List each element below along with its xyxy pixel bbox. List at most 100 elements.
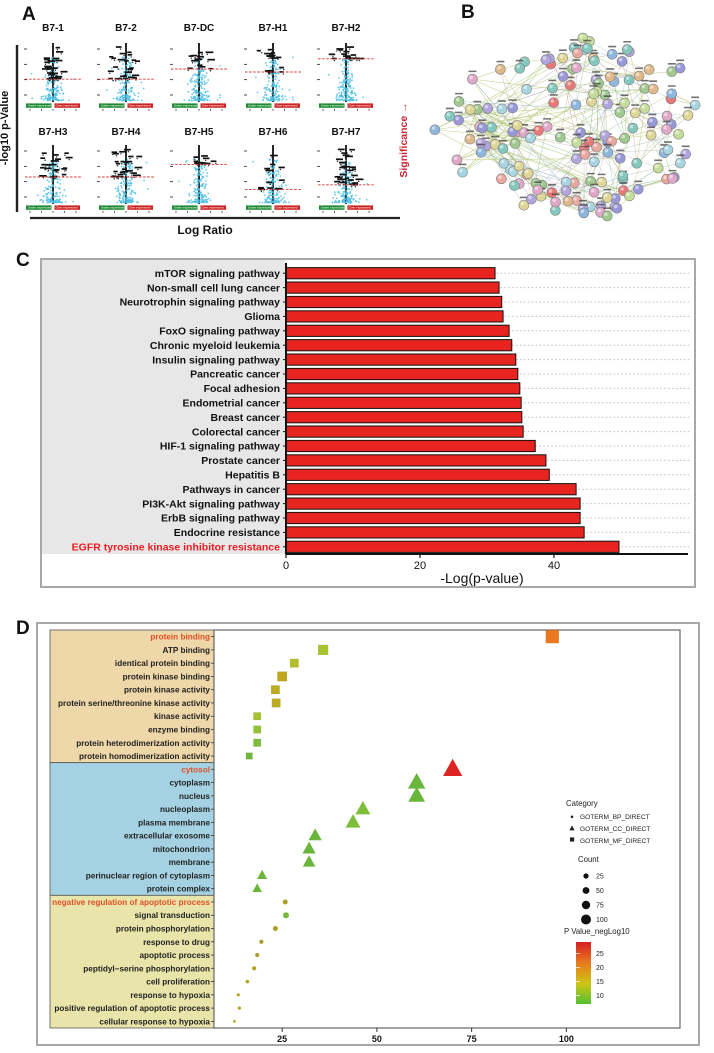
pathway-label: Endocrine resistance [174,527,280,539]
node-highlight [559,72,564,77]
data-point [43,190,46,192]
sig-gene-point [198,60,200,62]
node-highlight [601,132,606,136]
x-axis-label: Log Ratio [177,223,232,237]
label-panel-background [42,260,285,554]
data-point [130,90,133,92]
data-point [200,94,202,97]
sig-gene-label [107,70,114,73]
data-point [119,96,121,98]
data-point [201,74,203,76]
data-point [123,166,125,169]
data-point [51,167,54,170]
sig-gene-label [270,52,276,54]
protein-node [616,56,628,67]
data-point [342,80,345,82]
sig-gene-point [271,51,274,53]
sig-gene-label [264,167,270,170]
sig-gene-label [113,66,119,68]
sig-gene-point [127,79,129,82]
node-label-mark [608,45,617,48]
node-label-mark [676,154,685,157]
data-point [281,198,284,200]
node-highlight [619,172,624,176]
sig-gene-label [279,71,284,73]
data-point [54,195,57,198]
over-expressed-band [200,205,226,210]
sig-gene-label [127,51,132,54]
node-highlight [552,206,556,211]
sig-gene-label [350,54,357,56]
data-point [200,194,203,197]
node-label-mark [589,85,598,87]
sig-gene-point [271,165,273,168]
data-point [129,73,132,76]
data-point [272,178,275,180]
protein-node [602,147,614,158]
data-point [345,90,347,92]
sig-gene-point [268,57,270,59]
data-point [277,68,280,71]
data-point [272,89,275,92]
data-point [341,81,343,84]
data-point [365,198,368,201]
node-label-mark [647,126,656,129]
node-label-mark [592,138,601,141]
data-point [190,99,193,102]
data-point [276,178,278,181]
data-point [261,201,264,204]
volcano-title: B7-H6 [259,127,288,138]
sig-gene-label [54,158,62,161]
data-point [347,99,350,102]
node-highlight [580,209,585,213]
data-point [347,200,350,202]
data-point [269,177,272,180]
protein-node [604,71,616,83]
sig-gene-point [44,169,46,171]
under-expressed-band [172,103,198,108]
protein-node [513,160,525,172]
protein-node [617,170,629,182]
data-point [126,63,129,66]
sig-gene-label [270,57,279,59]
data-point [59,92,61,95]
sig-gene-point [52,69,54,71]
data-point [272,172,275,175]
data-point [118,98,121,101]
data-point [205,169,208,171]
go-term-label: protein kinase binding [123,672,210,681]
data-point [51,90,54,93]
data-point [268,77,270,80]
data-point-triangle [302,841,316,854]
node-highlight [663,112,668,117]
protein-node [645,129,657,141]
sig-gene-label [347,57,354,60]
sig-gene-label [347,169,354,172]
data-point [53,70,56,73]
node-highlight [668,68,673,72]
sig-gene-point [51,162,54,164]
sig-gene-label [275,56,282,59]
panel-c-box: mTOR signaling pathway Non-small cell lun… [40,258,696,588]
data-point [123,98,125,101]
over-expressed-label: Over expressed [202,104,224,108]
sig-gene-point [191,62,194,64]
data-point [197,85,200,87]
data-point [267,201,270,204]
data-point-triangle [308,828,322,841]
protein-node [509,180,520,191]
sig-gene-label [264,52,272,55]
data-point [36,194,39,197]
legend-category-item: GOTERM_CC_DIRECT [580,826,650,833]
panel-c-kegg-barchart: mTOR signaling pathway Non-small cell lun… [42,260,690,586]
data-point [205,94,208,97]
under-expressed-band [26,103,52,108]
data-point-circle [255,952,260,958]
data-point [120,186,123,189]
data-point [266,171,269,174]
data-point [343,187,346,190]
node-highlight [598,178,603,183]
data-point [273,81,275,84]
data-point [200,198,203,200]
node-highlight [635,72,640,77]
